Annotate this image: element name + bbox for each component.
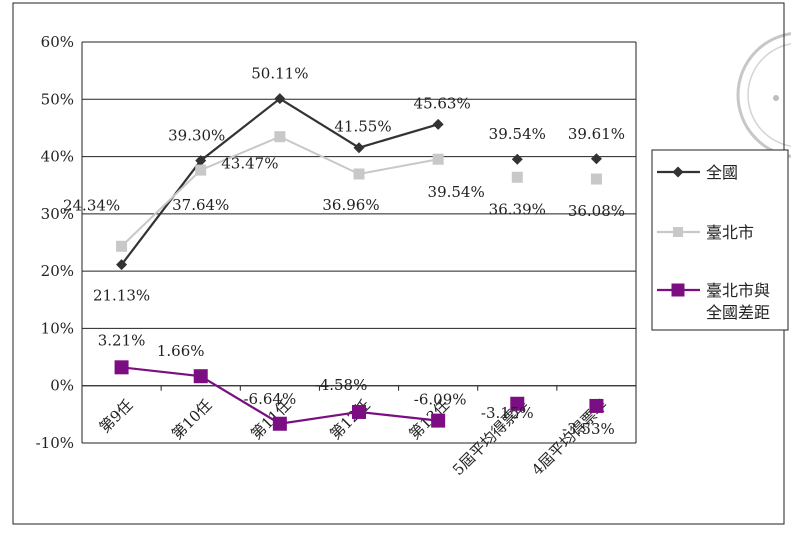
data-label: -3.53% (562, 420, 615, 438)
data-point (432, 118, 444, 130)
data-point (432, 153, 444, 165)
y-tick-label: 20% (41, 262, 74, 280)
data-label: 3.21% (98, 331, 146, 349)
y-tick-label: 30% (41, 205, 74, 223)
legend-swatch-marker (671, 283, 685, 297)
data-label: 43.47% (221, 155, 278, 173)
data-point (589, 398, 604, 413)
data-label: 36.08% (568, 202, 625, 220)
data-point (272, 416, 287, 431)
legend-label: 全國 (706, 163, 738, 182)
y-tick-label: 50% (41, 90, 74, 108)
data-label: -4.58% (315, 376, 368, 394)
data-label: 39.30% (168, 127, 225, 145)
data-point (116, 259, 128, 271)
x-tick-label: 第10任 (168, 396, 215, 443)
data-point (353, 142, 365, 154)
data-label: -6.09% (414, 391, 467, 409)
legend-swatch-marker (673, 227, 683, 237)
data-label: 24.34% (63, 196, 120, 214)
data-label: 36.96% (322, 196, 379, 214)
data-label: -3.15% (481, 404, 534, 422)
data-point (431, 413, 446, 428)
data-label: 39.54% (428, 183, 485, 201)
data-point (274, 93, 286, 105)
y-tick-label: 10% (41, 319, 74, 337)
data-point (511, 171, 523, 183)
y-tick-label: -10% (36, 434, 74, 452)
data-label: 21.13% (93, 287, 150, 305)
data-point (195, 164, 207, 176)
y-tick-label: 40% (41, 148, 74, 166)
y-tick-label: 60% (41, 33, 74, 51)
data-point (195, 155, 207, 167)
legend-label: 全國差距 (706, 303, 770, 322)
x-tick-label: 第9任 (96, 396, 137, 437)
data-label: 45.63% (414, 94, 471, 112)
data-point (590, 173, 602, 185)
y-tick-label: 0% (50, 377, 74, 395)
legend-swatch-marker (672, 166, 684, 178)
legend-label: 臺北市 (706, 223, 754, 242)
data-point (353, 168, 365, 180)
data-label: 41.55% (334, 118, 391, 136)
data-label: 36.39% (489, 200, 546, 218)
series-line (120, 135, 439, 248)
data-label: -6.64% (243, 390, 296, 408)
legend-label: 臺北市與 (706, 281, 770, 300)
data-point (590, 153, 602, 165)
data-point (193, 369, 208, 384)
data-label: 1.66% (157, 342, 205, 360)
data-point (511, 153, 523, 165)
data-label: 39.61% (568, 125, 625, 143)
data-label: 50.11% (251, 65, 308, 83)
data-point (274, 131, 286, 143)
data-label: 39.54% (489, 125, 546, 143)
data-point (510, 396, 525, 411)
x-tick-label: 第12任 (326, 396, 373, 443)
seal-watermark (736, 32, 791, 158)
data-point (116, 240, 128, 252)
legend-box (651, 149, 789, 331)
data-point (114, 360, 129, 375)
data-point (352, 404, 366, 419)
data-label: 37.64% (172, 196, 229, 214)
